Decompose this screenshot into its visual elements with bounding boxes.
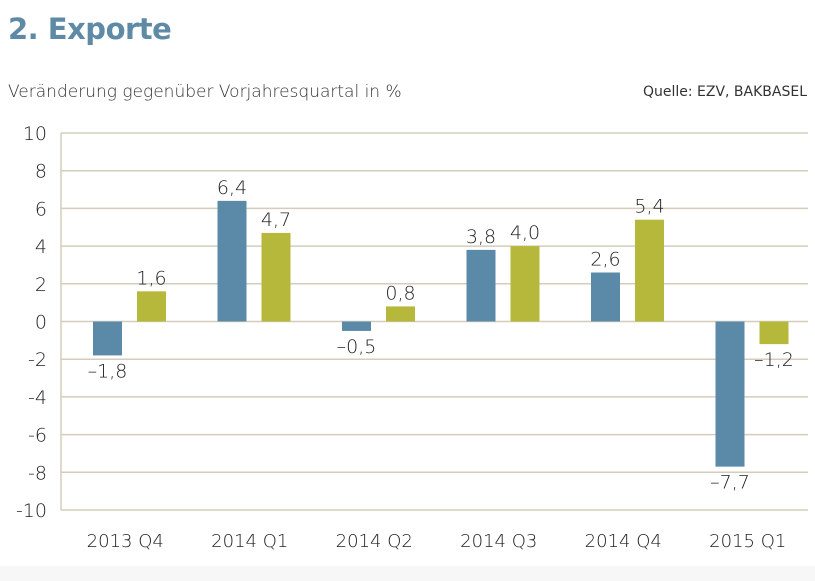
y-tick-label: -6 (28, 425, 47, 447)
data-label: 4,0 (510, 222, 540, 244)
bar-chart: 10 8 6 4 2 0 -2 -4 -6 -8 -10 2013 Q4 –1,8 1,6 2014 Q1 6… (16, 123, 808, 552)
source-note: Quelle: EZV, BAKBASEL (642, 84, 807, 100)
y-tick-label: 2 (35, 274, 47, 296)
bar (137, 291, 166, 322)
x-tick-label: 2014 Q3 (460, 531, 537, 552)
bar (217, 200, 247, 322)
bar (261, 232, 291, 322)
chart-title: 2. Exporte (8, 12, 172, 46)
x-tick-label: 2015 Q1 (709, 531, 786, 552)
x-tick-label: 2013 Q4 (87, 531, 164, 552)
y-axis-label: Veränderung gegenüber Vorjahresquartal i… (8, 82, 402, 102)
data-label: 3,8 (466, 226, 496, 248)
y-tick-label: 8 (35, 161, 47, 183)
y-tick-label: -10 (16, 500, 47, 522)
bar (466, 249, 496, 322)
data-label: 1,6 (136, 267, 166, 289)
data-label: –0,5 (337, 336, 377, 358)
bar (510, 246, 540, 322)
y-tick-label: -4 (28, 387, 47, 409)
x-tick-label: 2014 Q2 (336, 531, 413, 552)
data-label: 6,4 (217, 177, 247, 199)
bar (715, 321, 745, 467)
bar (591, 272, 620, 322)
y-tick-label: -2 (28, 349, 47, 371)
data-label: 4,7 (261, 209, 291, 231)
y-tick-label: 4 (35, 236, 47, 258)
bar (635, 219, 664, 322)
bar (759, 321, 789, 345)
bar (342, 321, 371, 331)
data-label: –1,8 (88, 360, 128, 382)
data-label: 0,8 (385, 282, 415, 304)
y-tick-label: 10 (23, 123, 47, 145)
y-tick-label: -8 (28, 462, 47, 484)
y-tick-label: 6 (35, 198, 47, 220)
x-tick-label: 2014 Q4 (585, 531, 662, 552)
footer-strip (0, 566, 815, 581)
data-label: 5,4 (634, 196, 664, 218)
data-label: 2,6 (590, 248, 620, 270)
data-label: –7,7 (710, 472, 750, 494)
data-label: –1,2 (754, 349, 794, 371)
x-tick-label: 2014 Q1 (211, 531, 288, 552)
y-tick-label: 0 (35, 312, 47, 334)
bar (386, 306, 415, 322)
bar (93, 321, 122, 356)
